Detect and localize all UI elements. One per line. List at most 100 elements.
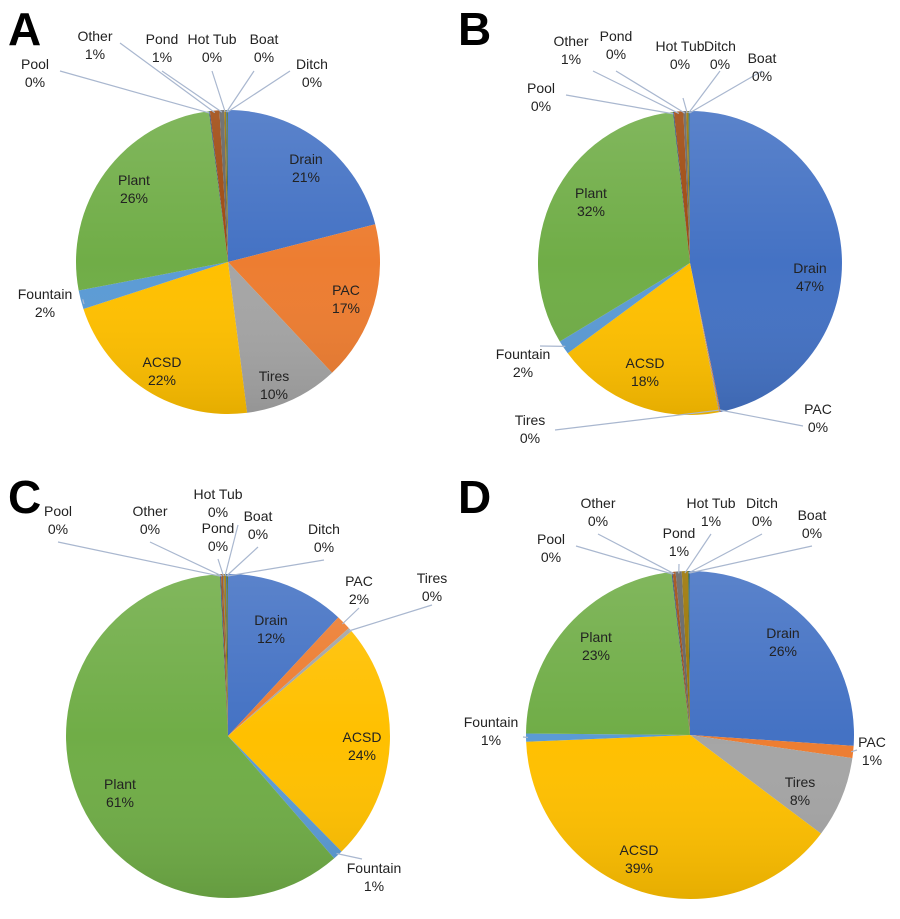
slice-label-percent: 0% [254, 49, 274, 65]
slice-label-name: Fountain [496, 346, 550, 362]
slice-label-percent: 18% [631, 373, 659, 389]
slice-label-other: Other 0% [132, 503, 167, 537]
slice-label-ditch: Ditch 0% [746, 495, 778, 529]
slice-label-percent: 0% [208, 538, 228, 554]
slice-label-percent: 0% [802, 525, 822, 541]
slice-label-percent: 0% [314, 539, 334, 555]
slice-label-name: Boat [798, 507, 827, 523]
slice-label-name: Pool [44, 503, 72, 519]
leader-line-boat [689, 545, 813, 574]
slice-label-name: Other [132, 503, 167, 519]
slice-label-name: Ditch [296, 56, 328, 72]
slice-label-percent: 0% [520, 430, 540, 446]
slice-label-name: Drain [289, 151, 322, 167]
leader-line-pac [719, 409, 804, 427]
leader-line-pac [850, 749, 858, 753]
slice-label-fountain: Fountain 1% [464, 714, 518, 748]
slice-label-pool: Pool 0% [527, 80, 555, 114]
slice-label-percent: 0% [422, 588, 442, 604]
slice-label-percent: 0% [302, 74, 322, 90]
slice-label-pac: PAC 0% [804, 401, 832, 435]
panel-letter: A [8, 3, 41, 55]
pie-chart-panel-b: B Drain 47% PAC 0% Tires 0% ACSD 18% Fountain 2% Pl… [458, 3, 842, 446]
slice-label-name: Pond [146, 31, 179, 47]
pie-shading [538, 111, 842, 415]
slice-label-tires: Tires 8% [785, 774, 816, 808]
slice-label-boat: Boat 0% [244, 508, 273, 542]
slice-label-name: Pond [663, 525, 696, 541]
slice-label-boat: Boat 0% [250, 31, 279, 65]
slice-label-name: Hot Tub [655, 38, 704, 54]
slice-label-percent: 0% [208, 504, 228, 520]
slice-label-name: Ditch [704, 38, 736, 54]
pie-shading [66, 574, 390, 898]
slice-label-plant: Plant 32% [575, 185, 607, 219]
slice-label-name: Drain [793, 260, 826, 276]
slice-label-name: Fountain [464, 714, 518, 730]
slice-label-name: Ditch [746, 495, 778, 511]
slice-label-fountain: Fountain 2% [496, 346, 550, 380]
slice-label-percent: 8% [790, 792, 810, 808]
slice-label-percent: 17% [332, 300, 360, 316]
slice-label-boat: Boat 0% [748, 50, 777, 84]
slice-label-acsd: ACSD 39% [620, 842, 659, 876]
slice-label-hot-tub: Hot Tub 0% [193, 486, 242, 520]
slice-label-percent: 0% [752, 513, 772, 529]
slice-label-name: PAC [345, 573, 373, 589]
slice-label-percent: 0% [25, 74, 45, 90]
panel-letter: C [8, 471, 41, 523]
slice-label-percent: 32% [577, 203, 605, 219]
slice-label-name: Tires [417, 570, 448, 586]
leader-line-hot-tub [682, 97, 688, 114]
slice-label-pond: Pond 0% [600, 28, 633, 62]
slice-label-name: Tires [515, 412, 546, 428]
leader-line-hot-tub [224, 524, 239, 577]
slice-label-plant: Plant 61% [104, 776, 136, 810]
slice-label-name: Tires [785, 774, 816, 790]
leader-line-other [597, 533, 675, 575]
slice-label-percent: 0% [531, 98, 551, 114]
slice-label-percent: 21% [292, 169, 320, 185]
slice-label-boat: Boat 0% [798, 507, 827, 541]
leader-line-pool [565, 94, 674, 115]
leader-line-hot-tub [684, 533, 712, 574]
slice-label-percent: 26% [769, 643, 797, 659]
slice-label-name: Pool [537, 531, 565, 547]
slice-label-percent: 1% [481, 732, 501, 748]
panel-letter: B [458, 3, 491, 55]
slice-label-percent: 0% [202, 49, 222, 65]
slice-label-pool: Pool 0% [21, 56, 49, 90]
slice-label-pac: PAC 17% [332, 282, 360, 316]
leader-line-pool [575, 545, 673, 575]
slice-label-name: ACSD [143, 354, 182, 370]
slice-label-hot-tub: Hot Tub 0% [187, 31, 236, 65]
slice-label-tires: Tires 0% [515, 412, 546, 446]
slice-label-pond: Pond 0% [202, 520, 235, 554]
slice-label-other: Other 1% [77, 28, 112, 62]
leader-line-pool [57, 541, 221, 577]
leader-line-pond [615, 70, 686, 114]
slice-label-percent: 1% [669, 543, 689, 559]
slice-label-pool: Pool 0% [537, 531, 565, 565]
slice-label-percent: 0% [606, 46, 626, 62]
slice-label-percent: 0% [248, 526, 268, 542]
slice-label-name: Plant [580, 629, 612, 645]
slice-label-pond: Pond 1% [146, 31, 179, 65]
leader-line-tires [554, 409, 719, 431]
slice-label-name: Pond [202, 520, 235, 536]
slice-label-percent: 2% [349, 591, 369, 607]
slice-label-name: ACSD [620, 842, 659, 858]
slice-label-ditch: Ditch 0% [704, 38, 736, 72]
leader-line-other [119, 42, 216, 114]
leader-line-hot-tub [211, 70, 226, 113]
leader-line-pac [341, 607, 360, 625]
slice-label-percent: 1% [561, 51, 581, 67]
slice-label-percent: 1% [152, 49, 172, 65]
slice-label-percent: 2% [513, 364, 533, 380]
slice-label-name: Fountain [18, 286, 72, 302]
leader-line-boat [226, 70, 255, 113]
slice-label-hot-tub: Hot Tub 1% [686, 495, 735, 529]
leader-line-fountain [82, 299, 85, 305]
slice-label-name: Pool [527, 80, 555, 96]
slice-label-hot-tub: Hot Tub 0% [655, 38, 704, 72]
